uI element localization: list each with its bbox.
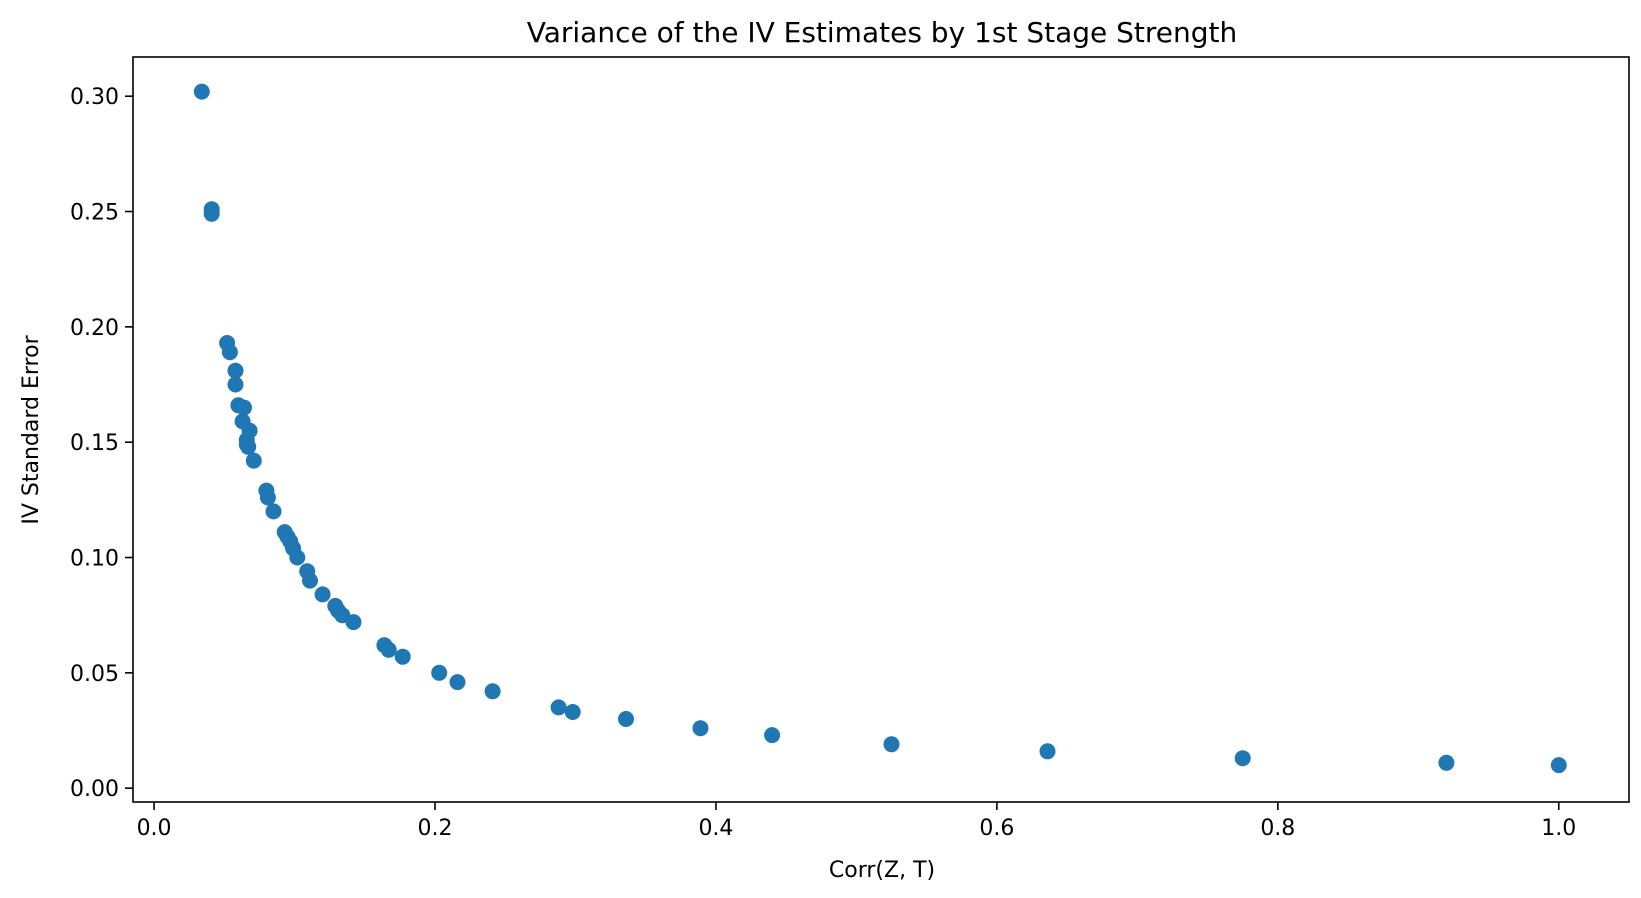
x-tick-label: 0.4: [698, 816, 733, 841]
data-point: [240, 438, 257, 455]
data-point: [883, 736, 900, 753]
x-tick-label: 0.0: [137, 816, 172, 841]
y-tick-label: 0.15: [70, 431, 119, 456]
x-tick-label: 0.8: [1260, 816, 1295, 841]
y-axis: 0.00 0.05 0.10 0.15 0.20 0.25 0.30: [70, 85, 133, 802]
data-point: [345, 614, 362, 631]
y-tick-label: 0.25: [70, 201, 119, 226]
data-point: [1234, 750, 1251, 767]
data-point: [431, 664, 448, 681]
x-tick-label: 0.2: [418, 816, 453, 841]
data-point: [265, 503, 282, 520]
data-point: [289, 549, 306, 566]
data-point: [484, 683, 501, 700]
data-point: [259, 489, 276, 506]
y-tick-label: 0.10: [70, 547, 119, 572]
plot-area: [193, 83, 1567, 774]
data-point: [1550, 757, 1567, 774]
chart-title: Variance of the IV Estimates by 1st Stag…: [527, 16, 1238, 49]
y-axis-label: IV Standard Error: [19, 334, 44, 524]
y-tick-label: 0.05: [70, 662, 119, 687]
data-point: [550, 699, 567, 716]
data-point: [692, 720, 709, 737]
x-tick-label: 0.6: [979, 816, 1014, 841]
data-point: [241, 422, 258, 439]
data-point: [618, 711, 634, 727]
data-point: [227, 362, 244, 379]
y-tick-label: 0.20: [70, 316, 119, 341]
data-point: [221, 344, 238, 361]
data-point: [203, 205, 220, 222]
y-tick-label: 0.30: [70, 85, 119, 110]
data-point: [380, 641, 397, 658]
data-point: [764, 727, 781, 744]
data-point: [564, 704, 581, 720]
x-tick-label: 1.0: [1541, 816, 1576, 841]
data-point: [394, 648, 411, 665]
data-point: [245, 452, 262, 469]
data-point: [1039, 743, 1056, 760]
x-axis: 0.0 0.2 0.4 0.6 0.8 1.0: [137, 802, 1576, 841]
x-axis-label: Corr(Z, T): [829, 858, 935, 883]
data-point: [193, 83, 210, 100]
plot-frame: [132, 56, 1630, 803]
y-tick-label: 0.00: [70, 777, 119, 802]
data-point: [449, 674, 466, 691]
data-point: [236, 399, 252, 416]
data-point: [302, 572, 318, 589]
data-point: [1438, 754, 1455, 771]
data-point: [227, 376, 244, 393]
data-point: [314, 586, 331, 603]
